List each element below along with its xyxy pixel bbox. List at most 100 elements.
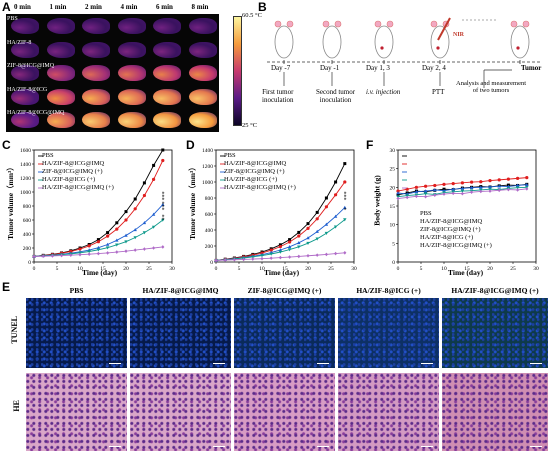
data-point bbox=[343, 218, 347, 222]
data-point bbox=[497, 184, 501, 188]
x-tick-label: 5 bbox=[56, 266, 59, 272]
data-point bbox=[306, 241, 310, 245]
data-point bbox=[423, 189, 428, 193]
tunel-image-ha-icg-imq bbox=[130, 298, 231, 368]
data-point bbox=[96, 238, 100, 242]
data-point bbox=[106, 234, 110, 238]
data-point bbox=[334, 193, 338, 197]
temperature-colorbar bbox=[233, 16, 242, 126]
data-point bbox=[124, 210, 128, 214]
data-point bbox=[297, 234, 301, 238]
tunel-image-ha-icg-imq-plus bbox=[442, 298, 548, 368]
data-point bbox=[106, 251, 110, 255]
x-tick-label: 25 bbox=[146, 266, 152, 272]
x-tick-label: 0 bbox=[397, 266, 400, 272]
data-point bbox=[460, 186, 465, 190]
data-point bbox=[278, 255, 282, 260]
thermal-image-cell bbox=[7, 39, 42, 61]
data-point bbox=[442, 188, 446, 192]
legend-ha-icg-imq: HA/ZIF-8@ICG@IMQ bbox=[224, 160, 287, 167]
legend-ha-icg-imq-plus: HA/ZIF-8@ICG@IMQ (+) bbox=[224, 184, 296, 191]
data-point bbox=[334, 251, 338, 256]
data-point bbox=[405, 195, 409, 200]
data-point bbox=[506, 187, 510, 192]
data-point bbox=[460, 191, 464, 196]
row-label: HA/ZIF-8@ICG bbox=[7, 86, 48, 93]
legend-zif-icg-imq-plus: ZIF-8@ICG@IMQ (+) bbox=[420, 226, 481, 233]
data-point bbox=[451, 187, 455, 191]
data-point bbox=[115, 221, 119, 225]
x-tick-label: 0 bbox=[215, 266, 218, 272]
data-point bbox=[470, 180, 474, 184]
panel-label-e: E bbox=[2, 280, 11, 294]
body-weight-chart: 0 5 10 15 20 25 30 0 5 10 15 20 25 30 bbox=[390, 148, 540, 272]
tunel-image-ha-icg-plus bbox=[338, 298, 439, 368]
thermal-image-cell bbox=[78, 109, 113, 131]
he-image-ha-icg-imq-plus bbox=[442, 373, 548, 451]
data-point bbox=[479, 185, 483, 189]
time-label: 2 min bbox=[85, 3, 102, 11]
colorbar-max-label: 60.5 °C bbox=[242, 12, 262, 19]
data-point bbox=[497, 178, 501, 182]
data-point bbox=[515, 183, 520, 187]
thermal-image-cell bbox=[7, 62, 42, 84]
data-point bbox=[142, 193, 146, 198]
data-point bbox=[115, 227, 119, 231]
y-tick-label: 1400 bbox=[20, 162, 31, 168]
tumor-label: Tumor bbox=[521, 64, 542, 72]
data-point bbox=[115, 250, 119, 254]
thermal-image-cell bbox=[78, 39, 113, 61]
data-point bbox=[152, 177, 156, 181]
chart-c-legend: PBS HA/ZIF-8@ICG@IMQ ZIF-8@ICG@IMQ (+) H… bbox=[42, 152, 114, 192]
data-point bbox=[32, 254, 36, 259]
caption-analysis: Analysis and measurement of two tumors bbox=[456, 80, 527, 94]
data-point bbox=[251, 255, 255, 259]
data-point bbox=[115, 243, 119, 247]
caption-ptt: PTT bbox=[432, 88, 445, 96]
y-tick-label: 25 bbox=[390, 167, 396, 173]
row-label-tunel: TUNEL bbox=[10, 316, 19, 344]
x-tick-label: 15 bbox=[464, 266, 470, 272]
y-tick-label: 0 bbox=[210, 260, 213, 266]
y-tick-label: 600 bbox=[205, 212, 214, 218]
legend-zif-icg-imq-plus: ZIF-8@ICG@IMQ (+) bbox=[42, 168, 103, 175]
data-point bbox=[105, 242, 110, 246]
data-point bbox=[269, 248, 273, 252]
significance-marker: *** bbox=[162, 201, 168, 210]
data-point bbox=[297, 241, 301, 245]
caption-injection: i.v. injection bbox=[366, 88, 401, 96]
row-label: ZIF-8@ICG@IMQ bbox=[7, 63, 55, 69]
thermal-image-cell bbox=[185, 62, 220, 84]
y-tick-label: 800 bbox=[23, 204, 32, 210]
data-point bbox=[242, 257, 246, 262]
chart-d-xlabel: Time (day) bbox=[264, 268, 300, 277]
chart-d-ylabel: Tumor volume（mm³） bbox=[187, 163, 197, 240]
data-point bbox=[232, 257, 236, 262]
y-tick-label: 1000 bbox=[20, 190, 31, 196]
data-point bbox=[525, 182, 529, 187]
mouse-icon bbox=[274, 25, 530, 59]
data-point bbox=[297, 245, 301, 249]
data-point bbox=[324, 231, 329, 235]
y-tick-label: 1600 bbox=[20, 148, 31, 154]
x-tick-label: 10 bbox=[77, 266, 83, 272]
data-point bbox=[414, 185, 418, 189]
data-point bbox=[525, 176, 529, 180]
thermal-image-cell bbox=[43, 86, 78, 108]
x-tick-label: 25 bbox=[328, 266, 334, 272]
data-point bbox=[142, 181, 146, 185]
data-point bbox=[479, 180, 483, 184]
data-point bbox=[515, 186, 520, 190]
x-tick-label: 15 bbox=[100, 266, 106, 272]
thermal-image-cell bbox=[149, 15, 184, 37]
thermal-image-cell bbox=[185, 86, 220, 108]
y-tick-label: 800 bbox=[205, 196, 214, 202]
legend-pbs: PBS bbox=[420, 210, 432, 217]
x-tick-label: 10 bbox=[259, 266, 265, 272]
data-point bbox=[288, 240, 292, 244]
x-tick-label: 5 bbox=[238, 266, 241, 272]
legend-ha-icg-plus: HA/ZIF-8@ICG (+) bbox=[224, 176, 278, 183]
row-label-he: HE bbox=[12, 400, 21, 412]
data-point bbox=[451, 182, 455, 186]
data-point bbox=[442, 192, 446, 196]
